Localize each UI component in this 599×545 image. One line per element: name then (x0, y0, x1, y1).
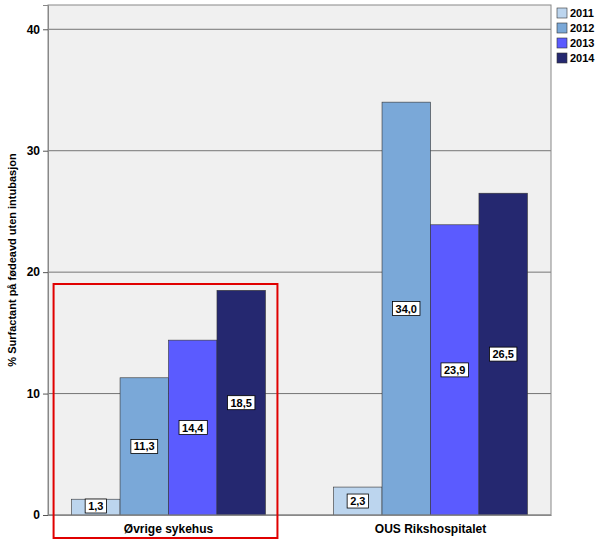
legend-label: 2011 (570, 7, 594, 19)
chart: 1,3 2,3 11,3 34,0 14,4 23,9 18,5 26,5 0 10 20 30 40 Ø… (0, 0, 599, 545)
data-labels: 1,3 2,3 11,3 34,0 14,4 23,9 18,5 26,5 (85, 302, 517, 513)
data-label: 23,9 (444, 364, 465, 376)
grid-line (48, 29, 551, 30)
y-tick: 30 (27, 144, 48, 158)
legend-swatch (557, 38, 567, 48)
bar (169, 340, 217, 515)
data-label: 34,0 (396, 303, 417, 315)
data-label: 2,3 (350, 495, 365, 507)
legend-label: 2012 (570, 22, 594, 34)
data-label-group: 18,5 (227, 396, 254, 410)
y-tick: 40 (27, 23, 48, 37)
legend-swatch (557, 53, 567, 63)
highlight-box (54, 284, 278, 538)
grid-line (48, 150, 551, 151)
legend-item: 2012 (557, 22, 594, 34)
bars (72, 102, 528, 515)
data-label-group: 2,3 (347, 494, 368, 508)
plot: 1,3 2,3 11,3 34,0 14,4 23,9 18,5 26,5 0 10 20 30 40 Ø… (27, 5, 552, 536)
y-tick: 20 (27, 265, 48, 279)
y-tick-label: 30 (27, 144, 41, 158)
legend-item: 2014 (557, 52, 595, 64)
bar (382, 102, 430, 515)
y-axis-title: % Surfactant på fødeavd uten intubasjon (6, 153, 18, 367)
bar (334, 487, 382, 515)
x-tick-label: OUS Rikshospitalet (375, 522, 486, 536)
data-label-box (393, 302, 420, 316)
legend-swatch (557, 8, 567, 18)
data-label-box (85, 499, 106, 513)
data-label-box (227, 396, 254, 410)
data-label-group: 26,5 (489, 347, 516, 361)
data-label-box (179, 421, 207, 435)
y-axis: 0 10 20 30 40 (27, 6, 49, 523)
legend: 2011 2012 2013 2014 (557, 7, 595, 64)
x-tick: Øvrige sykehus (124, 515, 214, 536)
bar (72, 499, 120, 515)
y-tick: 0 (33, 508, 48, 522)
y-tick-label: 0 (33, 508, 40, 522)
y-tick-mark (43, 394, 48, 395)
y-tick-mark (43, 29, 48, 30)
x-tick-label: Øvrige sykehus (124, 522, 214, 536)
legend-label: 2014 (570, 52, 595, 64)
data-label: 11,3 (134, 440, 155, 452)
data-label-group: 14,4 (179, 421, 207, 435)
data-label-group: 1,3 (85, 499, 106, 513)
legend-item: 2013 (557, 37, 594, 49)
x-tick: OUS Rikshospitalet (375, 515, 486, 536)
y-tick-mark (43, 272, 48, 273)
y-tick-mark (43, 515, 48, 516)
y-tick: 10 (27, 387, 48, 401)
data-label: 1,3 (88, 500, 103, 512)
plot-frame (48, 5, 551, 515)
data-label-box (347, 494, 368, 508)
data-label: 26,5 (492, 348, 513, 360)
bar (479, 193, 527, 515)
bar (120, 378, 168, 515)
y-tick-label: 40 (27, 23, 41, 37)
bar (217, 290, 265, 515)
y-tick-label: 20 (27, 265, 41, 279)
data-label-group: 11,3 (131, 439, 158, 453)
data-label: 18,5 (230, 397, 251, 409)
y-axis-line (43, 6, 49, 516)
legend-swatch (557, 23, 567, 33)
data-label-group: 23,9 (441, 363, 468, 377)
data-label-box (489, 347, 516, 361)
x-axis-line (49, 515, 552, 516)
data-label-group: 34,0 (393, 302, 420, 316)
data-label-box (441, 363, 468, 377)
data-label-box (131, 439, 158, 453)
x-axis: Øvrige sykehus OUS Rikshospitalet (49, 515, 552, 536)
y-tick-mark (43, 151, 48, 152)
grid (48, 29, 551, 515)
y-tick-label: 10 (27, 387, 41, 401)
bar (430, 225, 478, 515)
legend-label: 2013 (570, 37, 594, 49)
legend-item: 2011 (557, 7, 594, 19)
plot-background (48, 5, 551, 515)
data-label: 14,4 (182, 422, 204, 434)
